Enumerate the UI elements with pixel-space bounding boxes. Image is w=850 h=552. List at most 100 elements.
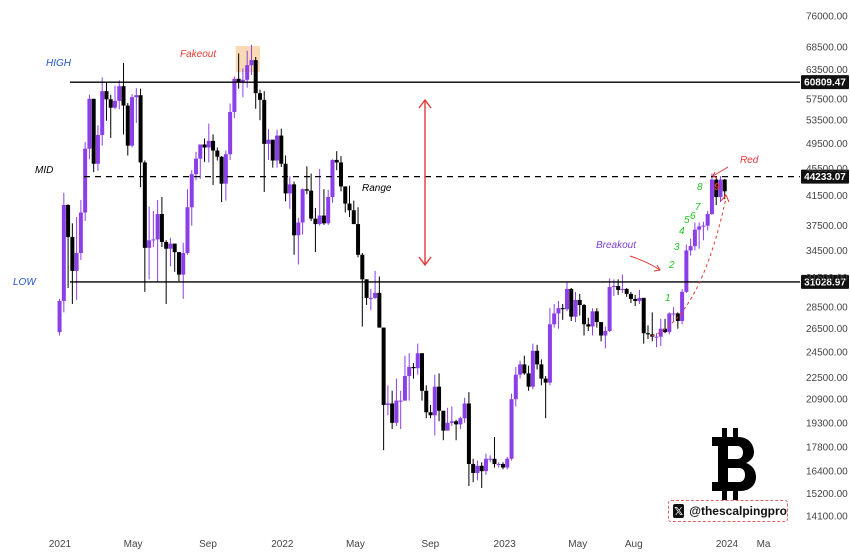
candle xyxy=(215,147,220,161)
candle xyxy=(709,173,714,215)
candle xyxy=(356,207,361,258)
candle xyxy=(501,462,506,470)
candle-body xyxy=(586,324,591,327)
candle xyxy=(471,458,476,483)
candle xyxy=(402,355,407,401)
candle-body xyxy=(262,99,267,144)
red-arrow xyxy=(712,166,729,177)
candle xyxy=(650,312,655,342)
candle-body xyxy=(351,210,356,225)
candle-body xyxy=(181,253,186,275)
candle-body xyxy=(603,330,608,336)
candle xyxy=(194,151,199,181)
candle-body xyxy=(66,205,71,237)
x-tick-label: May xyxy=(568,539,587,550)
y-tick-label: 19300.00 xyxy=(806,418,848,429)
candle xyxy=(505,457,510,470)
candle xyxy=(398,390,403,430)
candle-body xyxy=(616,286,621,290)
candle-body xyxy=(501,463,506,468)
candle-body xyxy=(266,139,271,144)
candle xyxy=(134,88,139,123)
candle xyxy=(287,176,292,209)
candle-body xyxy=(607,286,612,331)
candle xyxy=(321,189,326,225)
candle xyxy=(684,244,689,293)
candle xyxy=(462,397,467,423)
candle xyxy=(147,206,152,280)
candle-body xyxy=(445,422,450,431)
candle xyxy=(206,123,211,163)
candle-body xyxy=(594,311,599,323)
candle-body xyxy=(368,297,373,299)
candle xyxy=(633,294,638,307)
candle-body xyxy=(624,288,629,294)
candle-body xyxy=(236,78,241,82)
x-axis: 2021 May Sep 2022 May Sep 2023 May Aug 2024 Ma xyxy=(49,539,771,550)
candle-body xyxy=(428,412,433,416)
range-arrow xyxy=(418,98,432,267)
candle-body xyxy=(407,366,412,376)
candle-body xyxy=(159,214,164,242)
candle-body xyxy=(283,163,288,194)
candle xyxy=(488,455,493,463)
candle xyxy=(142,160,147,292)
candle xyxy=(223,150,228,201)
candle-body xyxy=(168,243,173,249)
candle-body xyxy=(645,333,650,335)
count-label: 2 xyxy=(668,260,675,271)
candle xyxy=(645,325,650,339)
y-tick-label: 41500.00 xyxy=(806,191,848,202)
candle xyxy=(155,199,160,283)
candle-body xyxy=(74,253,79,271)
candle-body xyxy=(257,93,262,100)
candle-body xyxy=(582,305,587,325)
y-tick-label: 28500.00 xyxy=(806,303,848,314)
candle xyxy=(198,144,203,179)
candle-body xyxy=(415,353,420,369)
candle-body xyxy=(121,86,126,106)
candle xyxy=(620,274,625,293)
count-label: 8 xyxy=(697,182,703,193)
y-tick-label: 26500.00 xyxy=(806,324,848,335)
candle xyxy=(628,291,633,303)
candle-body xyxy=(296,222,301,236)
x-tick-label: 2021 xyxy=(49,539,72,550)
candle-body xyxy=(449,421,454,423)
candle xyxy=(228,103,233,160)
candle-body xyxy=(330,159,335,198)
candle xyxy=(368,288,373,311)
candle-body xyxy=(641,297,646,334)
candle-body xyxy=(83,148,88,213)
candle xyxy=(667,312,672,335)
candle xyxy=(599,322,604,342)
candle xyxy=(117,80,122,110)
candle xyxy=(577,293,582,316)
candle xyxy=(83,142,88,221)
candle-body xyxy=(70,236,75,271)
candle-body xyxy=(381,327,386,405)
candle xyxy=(66,204,71,288)
candle xyxy=(262,91,267,193)
y-tick-label: 16400.00 xyxy=(806,467,848,478)
y-tick-label: 68500.00 xyxy=(806,42,848,53)
candle xyxy=(334,151,339,171)
candle-body xyxy=(466,403,471,464)
red-label: Red xyxy=(740,155,759,166)
candle-body xyxy=(564,288,569,310)
x-tick-label: Sep xyxy=(199,539,217,550)
candle xyxy=(91,98,96,173)
candle xyxy=(138,88,143,188)
candle-body xyxy=(667,313,672,333)
candle-body xyxy=(228,111,233,155)
candle xyxy=(718,176,723,203)
candle xyxy=(424,385,429,419)
count-label: 4 xyxy=(679,226,685,237)
candle xyxy=(466,392,471,486)
candle xyxy=(104,82,109,121)
candle xyxy=(87,94,92,160)
candle xyxy=(411,363,416,379)
candle-body xyxy=(206,140,211,148)
candle xyxy=(582,304,587,336)
